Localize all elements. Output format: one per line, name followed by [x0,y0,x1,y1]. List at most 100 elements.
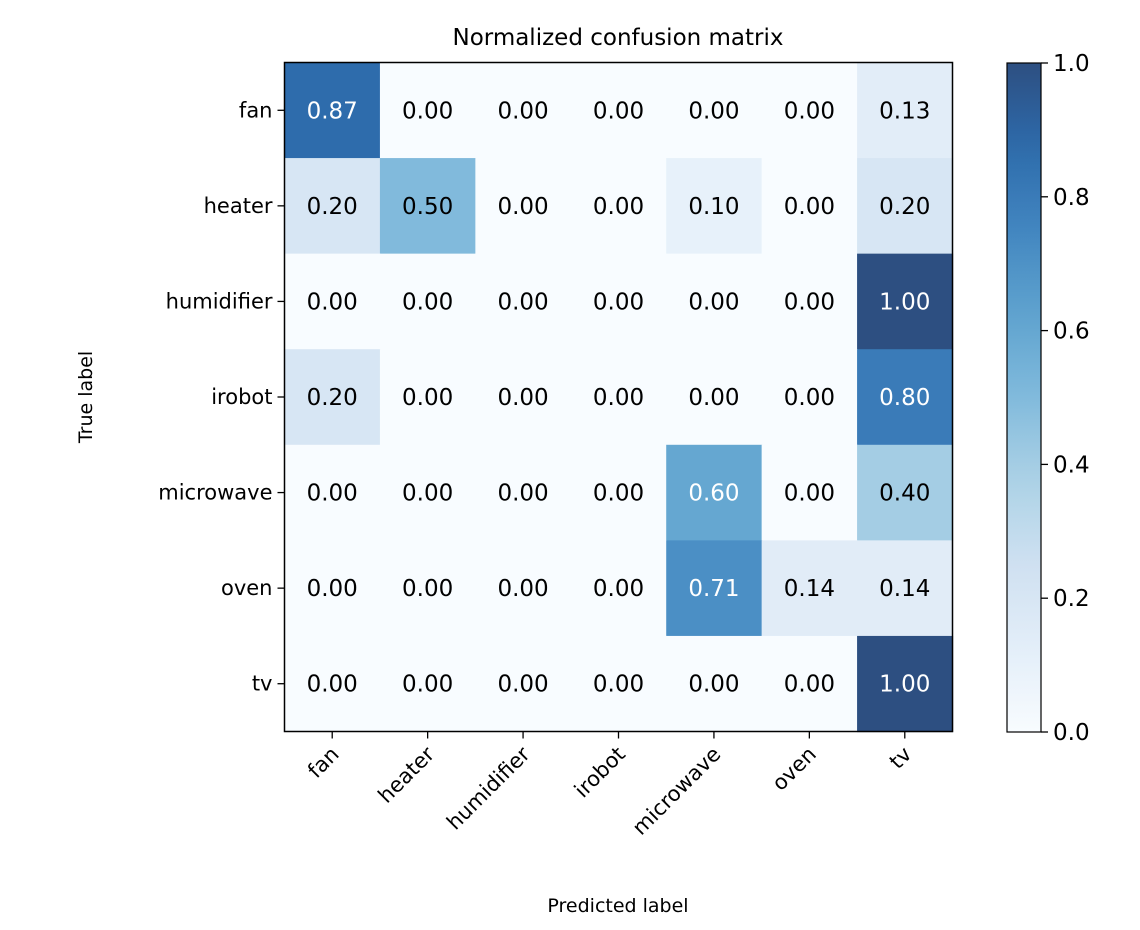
heatmap-cell [570,635,667,733]
cell-value-label: 0.00 [784,481,835,507]
heatmap-cell [857,635,954,733]
cell-value-label: 0.00 [784,672,835,698]
heatmap-cell [379,253,476,350]
cell-value-label: 0.20 [879,194,930,220]
cell-value-label: 0.00 [402,672,453,698]
x-tick-label: irobot [570,742,630,802]
y-tick-label: irobot [211,385,272,409]
cell-value-label: 0.00 [593,289,644,315]
heatmap-cell [475,158,572,255]
heatmap-cell [666,253,763,350]
cell-value-label: 0.00 [784,98,835,124]
heatmap-cell [284,635,381,733]
cell-value-label: 0.00 [593,481,644,507]
cell-value-label: 0.00 [593,672,644,698]
colorbar-tick-label: 0.0 [1053,720,1090,746]
cell-value-label: 0.14 [784,576,835,602]
y-tick-label: humidifier [166,289,273,313]
heatmap-cell [857,444,954,541]
cell-value-label: 0.80 [879,385,930,411]
cell-value-label: 0.00 [497,481,548,507]
cell-value-label: 0.00 [784,194,835,220]
colorbar-tick-label: 0.8 [1053,185,1090,211]
heatmap-cell [666,158,763,255]
cell-value-label: 0.00 [593,194,644,220]
heatmap-cell [379,158,476,255]
heatmap-cell [761,635,858,733]
heatmap-cell [379,62,476,159]
heatmap-cell [666,62,763,159]
cell-value-label: 0.00 [497,194,548,220]
heatmap-cell [475,635,572,733]
cell-value-label: 0.00 [497,98,548,124]
x-tick-label: oven [767,742,820,795]
cell-value-label: 0.00 [688,289,739,315]
heatmap-cell [475,540,572,637]
heatmap-cell [284,444,381,541]
cell-value-label: 1.00 [879,289,930,315]
y-axis: fan heater humidifier irobot microwave oven tv [158,98,285,696]
heatmap-cell [857,349,954,446]
heatmap-cell [570,253,667,350]
cell-value-label: 0.00 [688,98,739,124]
heatmap-cell [761,253,858,350]
chart-title: Normalized confusion matrix [452,25,783,51]
heatmap-cell [379,444,476,541]
cell-value-label: 0.10 [688,194,739,220]
x-axis-label: Predicted label [547,895,688,917]
cell-value-label: 0.00 [497,385,548,411]
cell-value-label: 0.00 [402,289,453,315]
cell-value-label: 0.60 [688,481,739,507]
heatmap-cell [284,253,381,350]
x-tick-label: heater [373,742,439,808]
y-tick-label: oven [221,576,273,600]
colorbar-tick-label: 0.2 [1053,586,1090,612]
heatmap-cell [379,635,476,733]
y-tick-label: heater [204,194,273,218]
colorbar [1006,62,1042,733]
y-tick-label: tv [252,672,273,696]
cell-value-label: 0.00 [402,576,453,602]
y-tick-label: microwave [158,481,272,505]
cell-value-label: 0.00 [497,576,548,602]
cell-value-label: 0.00 [688,672,739,698]
cell-value-label: 1.00 [879,672,930,698]
cell-value-label: 0.50 [402,194,453,220]
cell-value-label: 0.00 [593,576,644,602]
heatmap-cell [761,349,858,446]
heatmap-cell [761,540,858,637]
cell-value-label: 0.20 [307,194,358,220]
heatmap-cell [570,158,667,255]
heatmap-cell [475,62,572,159]
heatmap-cell [475,349,572,446]
cell-value-label: 0.00 [402,481,453,507]
cell-value-label: 0.00 [402,385,453,411]
heatmap-cell [475,444,572,541]
cell-value-label: 0.00 [307,576,358,602]
heatmap-cell [761,158,858,255]
heatmap-cell [570,349,667,446]
cell-value-label: 0.00 [307,481,358,507]
heatmap-cell [284,62,381,159]
x-tick-label: microwave [628,742,726,840]
heatmap-cell [857,540,954,637]
cell-value-label: 0.87 [307,98,358,124]
heatmap-cell [666,635,763,733]
cell-value-label: 0.71 [688,576,739,602]
cell-value-label: 0.00 [497,289,548,315]
heatmap-cell [570,62,667,159]
colorbar-tick-label: 0.6 [1053,319,1090,345]
heatmap-cell [857,158,954,255]
cell-value-label: 0.00 [307,672,358,698]
heatmap-cell [284,158,381,255]
y-axis-label: True label [75,351,97,444]
heatmap-cell [475,253,572,350]
cell-value-label: 0.00 [784,289,835,315]
cell-value-label: 0.00 [593,98,644,124]
heatmap-cell [666,540,763,637]
cell-value-label: 0.00 [688,385,739,411]
heatmap-cell [761,444,858,541]
cell-value-label: 0.00 [784,385,835,411]
heatmap-cell [666,444,763,541]
